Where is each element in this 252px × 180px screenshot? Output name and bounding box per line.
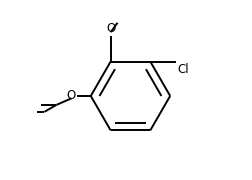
Text: O: O: [66, 89, 76, 102]
Text: O: O: [106, 22, 115, 35]
Text: Cl: Cl: [176, 63, 188, 76]
